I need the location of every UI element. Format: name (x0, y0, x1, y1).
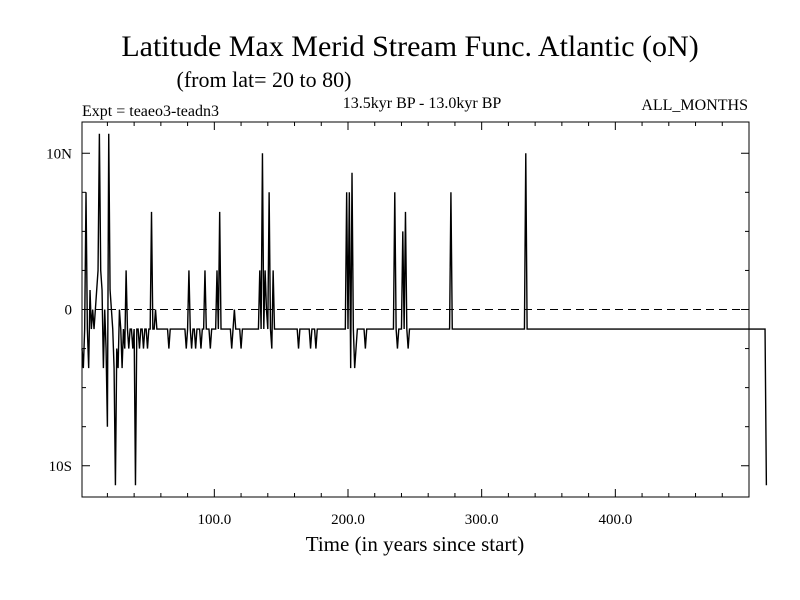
x-tick-label: 200.0 (331, 512, 365, 528)
experiment-label: Expt = teaeo3-teadn3 (82, 103, 219, 120)
y-tick-label: 10S (49, 459, 72, 475)
x-tick-label: 400.0 (598, 512, 632, 528)
series-line (81, 133, 768, 486)
months-label: ALL_MONTHS (641, 97, 748, 114)
x-axis-label: Time (in years since start) (306, 532, 525, 556)
chart-subtitle: (from lat= 20 to 80) (177, 67, 352, 92)
x-tick-label: 100.0 (197, 512, 231, 528)
period-label: 13.5kyr BP - 13.0kyr BP (343, 95, 502, 112)
y-tick-label: 0 (65, 303, 73, 319)
x-tick-label: 300.0 (465, 512, 499, 528)
y-tick-label: 10N (46, 146, 72, 162)
axis-ticks: 100.0 200.0 300.0 400.0 10N 0 10S (46, 122, 750, 528)
chart-title: Latitude Max Merid Stream Func. Atlantic… (121, 30, 698, 63)
